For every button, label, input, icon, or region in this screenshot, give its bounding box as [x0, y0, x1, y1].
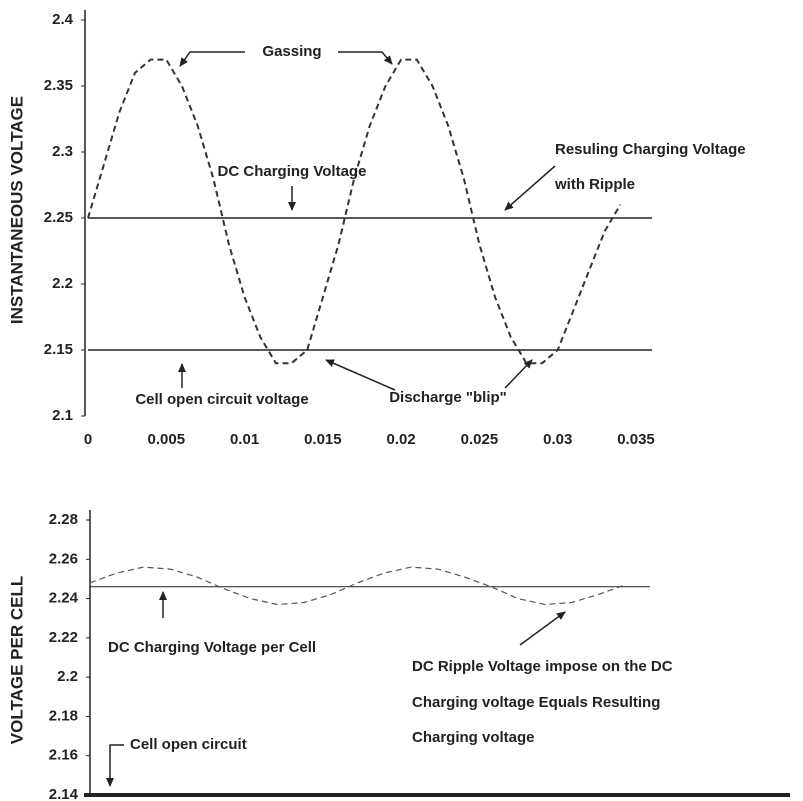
- annotation: DC Charging Voltage per Cell: [108, 639, 316, 656]
- y-axis-label: INSTANTANEOUS VOLTAGE: [7, 96, 26, 324]
- y-tick-label: 2.35: [44, 77, 73, 94]
- annotation: Charging voltage Equals Resulting: [412, 694, 660, 711]
- x-tick-label: 0: [84, 431, 92, 448]
- y-tick-label: 2.14: [49, 786, 79, 801]
- y-axis-label: VOLTAGE PER CELL: [7, 576, 26, 744]
- ripple-line: [90, 567, 625, 604]
- y-tick-label: 2.15: [44, 341, 73, 358]
- x-tick-label: 0.005: [148, 431, 186, 448]
- y-tick-label: 2.28: [49, 511, 78, 528]
- y-tick-label: 2.25: [44, 209, 73, 226]
- ripple-line: [88, 60, 620, 364]
- y-tick-label: 2.24: [49, 590, 79, 607]
- annotation: Cell open circuit: [130, 736, 247, 753]
- arrow: [505, 166, 555, 210]
- arrow: [505, 360, 532, 388]
- annotation: Cell open circuit voltage: [135, 391, 308, 408]
- arrow: [338, 52, 392, 64]
- annotation: Discharge "blip": [389, 389, 507, 406]
- y-tick-label: 2.26: [49, 550, 78, 567]
- annotation: DC Ripple Voltage impose on the DC: [412, 658, 673, 675]
- arrow: [326, 360, 395, 390]
- y-tick-label: 2.4: [52, 11, 74, 28]
- y-tick-label: 2.1: [52, 407, 73, 424]
- x-tick-label: 0.01: [230, 431, 259, 448]
- y-tick-label: 2.2: [52, 275, 73, 292]
- x-tick-label: 0.025: [461, 431, 499, 448]
- x-tick-label: 0.015: [304, 431, 342, 448]
- x-tick-label: 0.02: [387, 431, 416, 448]
- y-tick-label: 2.2: [57, 668, 78, 685]
- annotation: Charging voltage: [412, 729, 535, 746]
- arrow: [520, 612, 565, 645]
- x-tick-label: 0.03: [543, 431, 572, 448]
- y-tick-label: 2.3: [52, 143, 73, 160]
- annotation: DC Charging Voltage: [218, 163, 367, 180]
- annotation: with Ripple: [554, 176, 635, 193]
- x-tick-label: 0.035: [617, 431, 655, 448]
- arrow: [110, 745, 124, 786]
- y-tick-label: 2.22: [49, 629, 78, 646]
- y-tick-label: 2.18: [49, 707, 78, 724]
- annotation: Resuling Charging Voltage: [555, 141, 746, 158]
- annotation: Gassing: [262, 43, 321, 60]
- y-tick-label: 2.16: [49, 747, 78, 764]
- arrow: [180, 52, 245, 66]
- chart: 2.1 2.15 2.2 2.25 2.3 2.35 2.4 0 0.005 0.01 0.015 0…: [0, 0, 803, 801]
